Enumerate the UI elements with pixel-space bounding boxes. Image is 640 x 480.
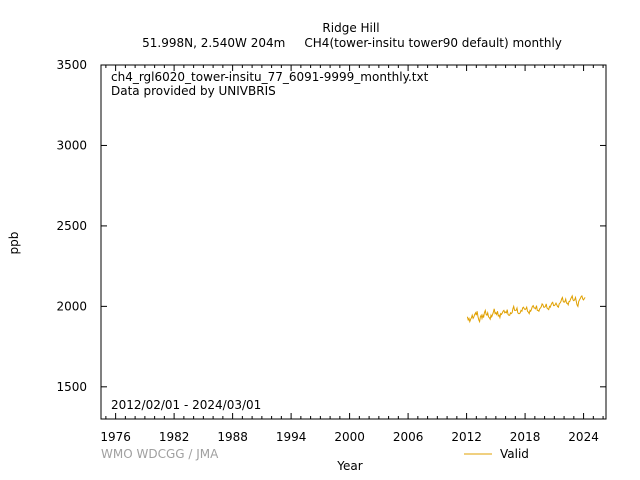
- date-range-label: 2012/02/01 - 2024/03/01: [111, 398, 261, 412]
- legend-label-valid: Valid: [500, 447, 529, 461]
- x-tick-label: 2024: [568, 430, 599, 444]
- plot-frame: [100, 64, 607, 420]
- file-label: ch4_rgl6020_tower-insitu_77_6091-9999_mo…: [111, 70, 429, 84]
- x-tick-label: 1982: [159, 430, 190, 444]
- x-tick-label: 1988: [217, 430, 248, 444]
- chart-title: Ridge Hill: [322, 21, 379, 35]
- x-tick-label: 2012: [451, 430, 482, 444]
- watermark: WMO WDCGG / JMA: [101, 447, 219, 461]
- tick-labels: 1976 1982 1988 1994 2000 2006 2012 2018 2024 1500…: [56, 58, 598, 444]
- y-tick-label: 2000: [56, 299, 87, 313]
- chart-subtitle: 51.998N, 2.540W 204m CH4(tower-insitu to…: [142, 36, 562, 50]
- series-line-valid: [466, 294, 586, 324]
- legend: Valid: [464, 447, 529, 461]
- y-tick-label: 1500: [56, 380, 87, 394]
- y-tick-label: 3000: [56, 138, 87, 152]
- x-tick-label: 2018: [510, 430, 541, 444]
- axis-ticks: [101, 64, 606, 419]
- x-tick-label: 2006: [393, 430, 424, 444]
- x-tick-label: 2000: [334, 430, 365, 444]
- provider-label: Data provided by UNIVBRIS: [111, 84, 276, 98]
- x-tick-label: 1994: [276, 430, 307, 444]
- x-axis-label: Year: [336, 459, 362, 473]
- y-axis-label: ppb: [7, 232, 21, 255]
- y-tick-label: 2500: [56, 219, 87, 233]
- y-tick-label: 3500: [56, 58, 87, 72]
- x-tick-label: 1976: [100, 430, 131, 444]
